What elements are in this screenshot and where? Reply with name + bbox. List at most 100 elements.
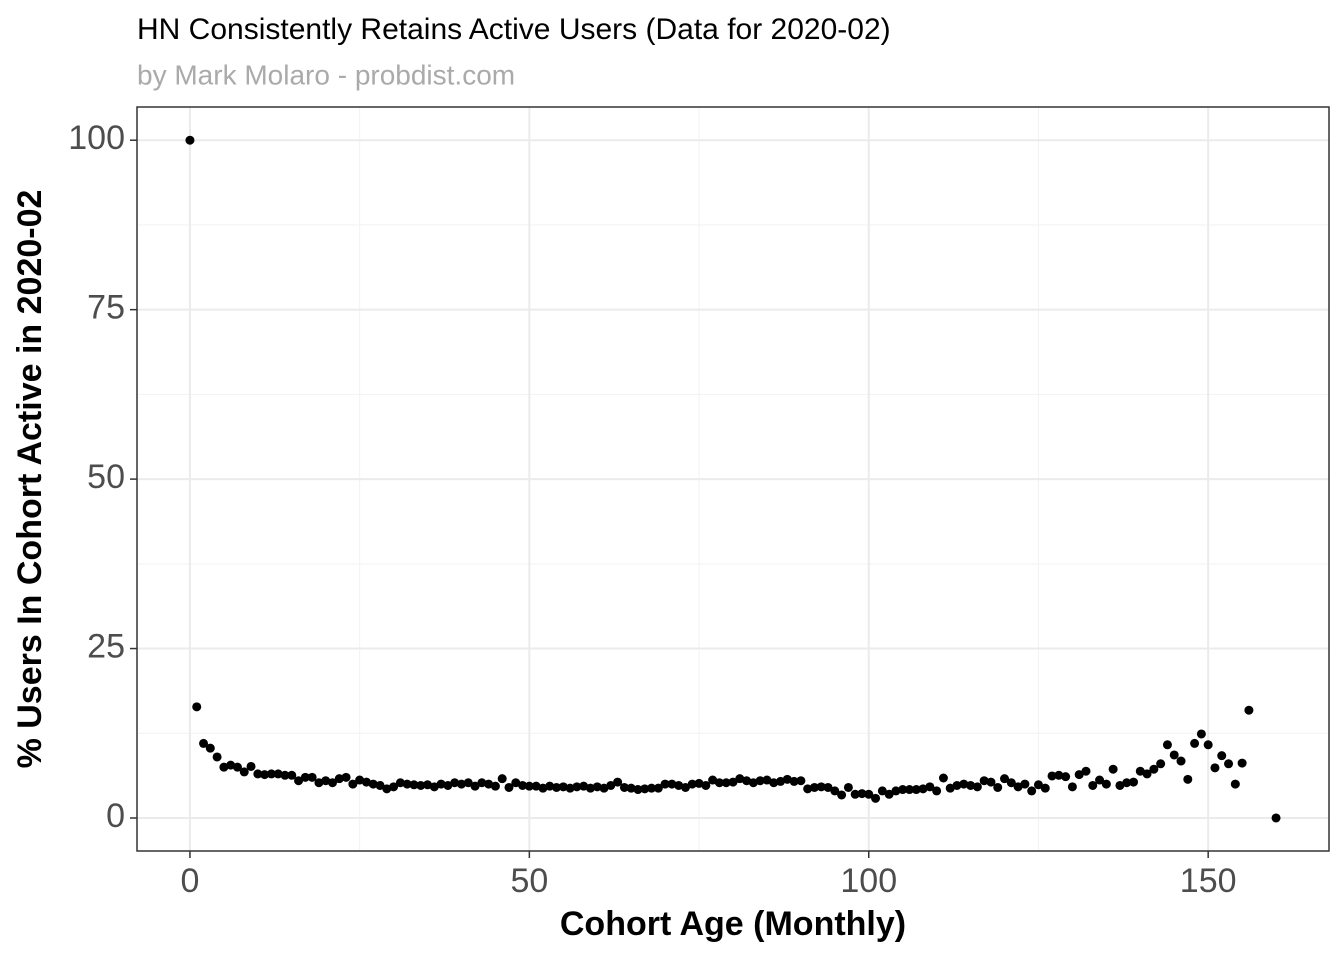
point: [538, 783, 548, 793]
point: [260, 770, 270, 780]
y-tick-label: 50: [87, 458, 125, 496]
point: [192, 702, 202, 712]
point: [239, 767, 249, 777]
point: [246, 761, 256, 771]
point: [1210, 763, 1220, 773]
point: [375, 780, 385, 790]
point: [266, 769, 276, 779]
point: [1054, 770, 1064, 780]
point: [1108, 764, 1118, 774]
point: [1149, 764, 1159, 774]
point: [1196, 729, 1206, 739]
point: [1081, 766, 1091, 776]
point: [463, 778, 473, 788]
point: [436, 779, 446, 789]
point: [1101, 779, 1111, 789]
point: [416, 780, 426, 790]
point: [1013, 782, 1023, 792]
point: [429, 782, 439, 792]
point: [545, 781, 555, 791]
point: [1203, 740, 1213, 750]
point: [884, 789, 894, 799]
plot-border: [136, 106, 1330, 852]
point: [558, 782, 568, 792]
point: [232, 762, 242, 772]
y-tick-label: 100: [68, 119, 125, 157]
point: [647, 783, 657, 793]
x-tick-label: 150: [1180, 862, 1237, 900]
point: [1000, 774, 1010, 784]
point: [959, 779, 969, 789]
point: [653, 783, 663, 793]
point: [979, 776, 989, 786]
point: [1115, 780, 1125, 790]
point: [199, 738, 209, 748]
point: [728, 777, 738, 787]
point: [280, 770, 290, 780]
point: [565, 783, 575, 793]
point: [904, 785, 914, 795]
point: [966, 780, 976, 790]
point: [762, 775, 772, 785]
point: [1271, 813, 1281, 823]
y-axis-title: % Users In Cohort Active in 2020-02: [11, 190, 49, 769]
point: [1190, 738, 1200, 748]
point: [348, 779, 358, 789]
chart-title: HN Consistently Retains Active Users (Da…: [137, 13, 891, 46]
point: [809, 782, 819, 792]
point: [450, 778, 460, 788]
point: [864, 789, 874, 799]
point: [327, 778, 337, 788]
point: [619, 782, 629, 792]
point: [1176, 756, 1186, 766]
point: [1061, 772, 1071, 782]
point: [748, 778, 758, 788]
point: [972, 782, 982, 792]
point: [782, 774, 792, 784]
x-tick-label: 100: [840, 862, 897, 900]
point: [755, 776, 765, 786]
point: [877, 786, 887, 796]
point: [952, 780, 962, 790]
x-axis-title: Cohort Age (Monthly): [560, 905, 906, 943]
point: [531, 781, 541, 791]
point: [443, 780, 453, 790]
point: [389, 782, 399, 792]
point: [633, 785, 643, 795]
point: [837, 790, 847, 800]
point: [1040, 783, 1050, 793]
point: [1156, 759, 1166, 769]
point: [273, 769, 283, 779]
point: [1162, 740, 1172, 750]
point: [490, 781, 500, 791]
point: [843, 782, 853, 792]
point: [287, 770, 297, 780]
point: [1224, 759, 1234, 769]
point: [592, 782, 602, 792]
y-tick-label: 25: [87, 628, 125, 666]
point: [409, 780, 419, 790]
point: [477, 778, 487, 788]
point: [789, 776, 799, 786]
point: [300, 772, 310, 782]
point: [1142, 769, 1152, 779]
point: [382, 784, 392, 794]
point: [816, 782, 826, 792]
point: [667, 779, 677, 789]
point: [456, 779, 466, 789]
point: [613, 777, 623, 787]
point: [1033, 780, 1043, 790]
point: [599, 783, 609, 793]
point: [579, 781, 589, 791]
x-tick-label: 0: [180, 862, 199, 900]
point: [205, 743, 215, 753]
point: [986, 777, 996, 787]
point: [694, 778, 704, 788]
point: [721, 778, 731, 788]
point: [1129, 777, 1139, 787]
point: [1169, 750, 1179, 760]
point: [993, 782, 1003, 792]
point: [1006, 778, 1016, 788]
point: [212, 752, 222, 762]
